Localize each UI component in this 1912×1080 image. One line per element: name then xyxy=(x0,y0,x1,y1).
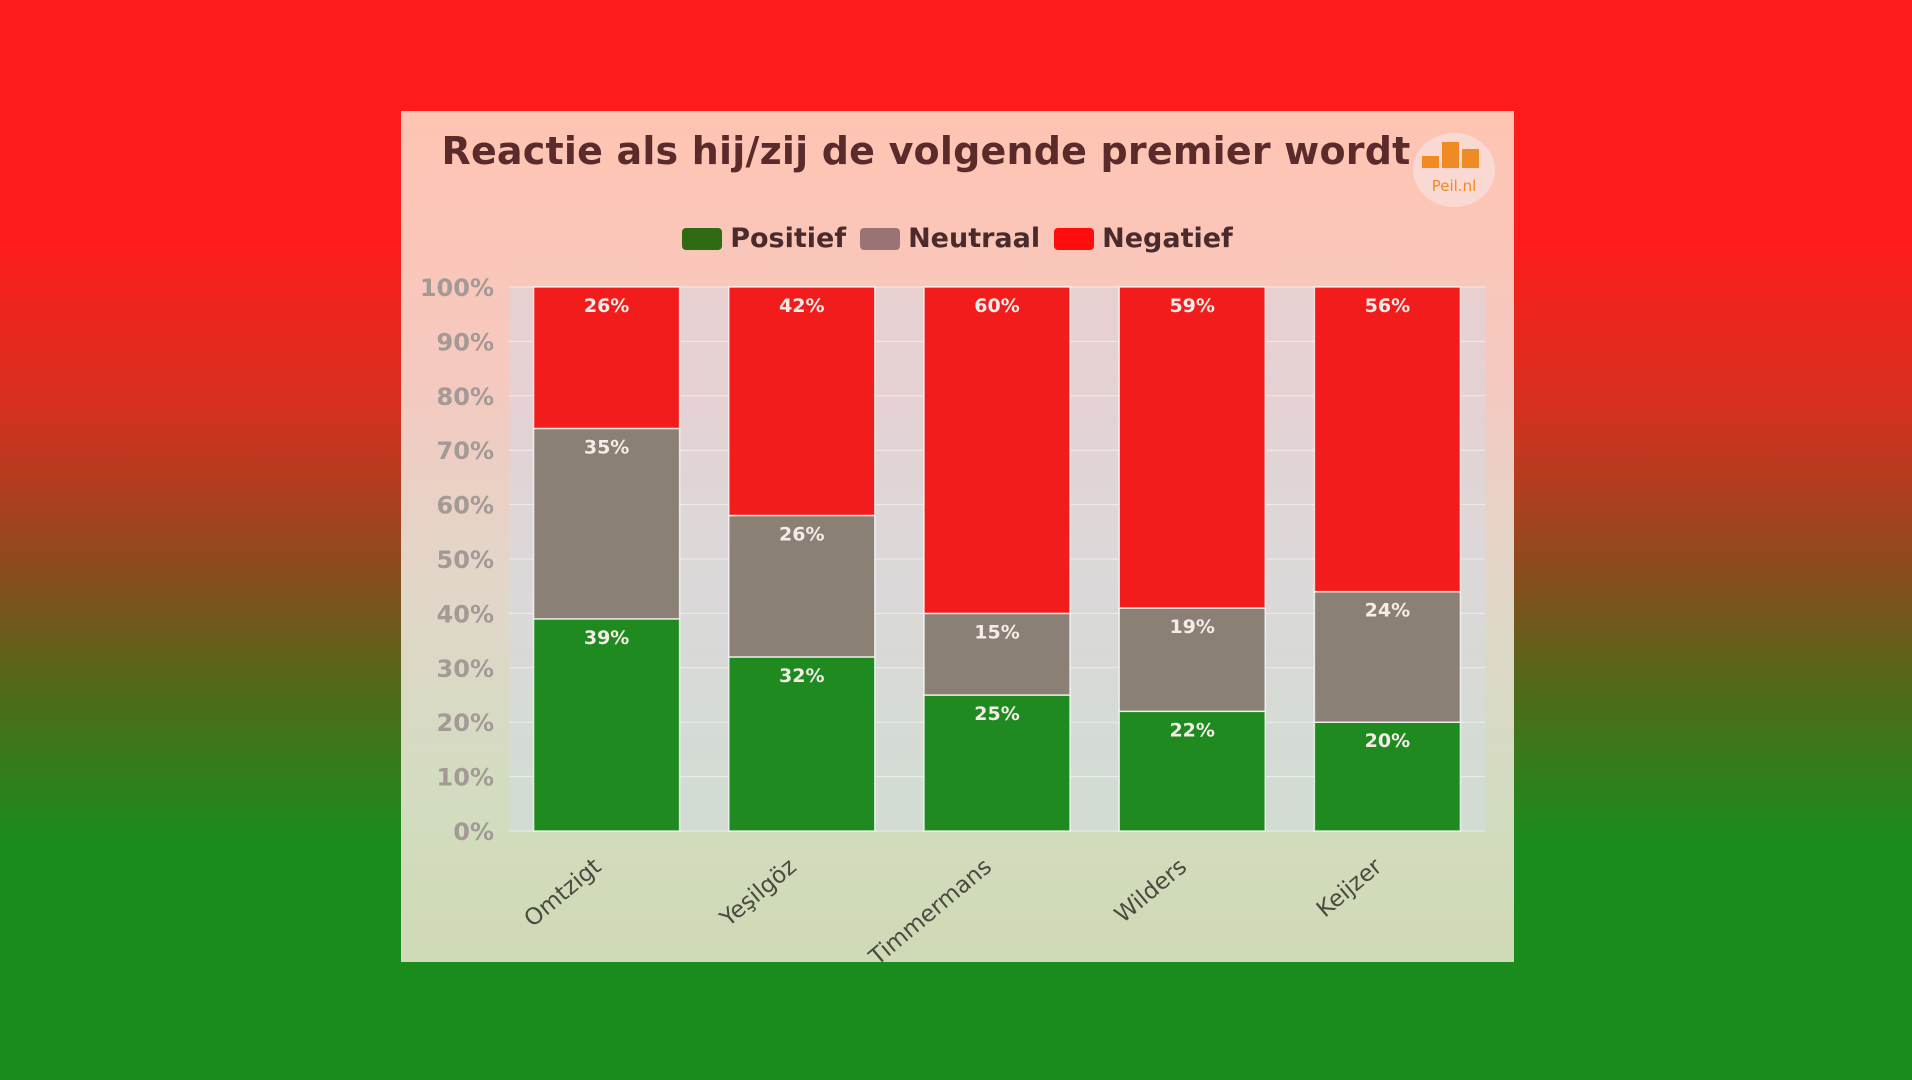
data-label: 39% xyxy=(584,627,629,649)
data-label: 60% xyxy=(974,295,1019,317)
data-label: 22% xyxy=(1169,719,1214,741)
bar-positief xyxy=(728,656,876,832)
data-label: 32% xyxy=(779,665,824,687)
bar-positief xyxy=(923,694,1071,832)
chart-title: Reactie als hij/zij de volgende premier … xyxy=(441,129,1411,173)
bar-positief xyxy=(1313,721,1462,832)
y-tick-label: 80% xyxy=(437,383,494,411)
y-tick-label: 100% xyxy=(420,274,494,302)
data-label: 26% xyxy=(584,295,629,317)
y-tick-label: 20% xyxy=(437,709,494,737)
logo-text: Peil.nl xyxy=(1431,177,1477,195)
data-label: 42% xyxy=(779,295,824,317)
legend-item-neutraal[interactable]: Neutraal xyxy=(860,223,1040,254)
legend-swatch-negatief xyxy=(1054,227,1095,250)
bar-positief xyxy=(1118,710,1266,832)
legend-label-neutraal: Neutraal xyxy=(908,223,1041,254)
bar-negatief xyxy=(923,286,1071,615)
logo-bar-icon xyxy=(1422,156,1439,168)
peil-logo: Peil.nl xyxy=(1413,133,1495,207)
x-tick-label: Wilders xyxy=(1110,854,1192,929)
logo-bar-icon xyxy=(1442,142,1459,168)
data-label: 15% xyxy=(974,621,1019,643)
bar-negatief xyxy=(1313,286,1462,593)
data-label: 20% xyxy=(1365,730,1410,752)
bar-neutraal xyxy=(923,612,1071,696)
data-label: 24% xyxy=(1365,600,1410,622)
y-tick-label: 60% xyxy=(437,492,494,520)
data-label: 56% xyxy=(1365,295,1410,317)
logo-bar-icon xyxy=(1462,149,1479,168)
data-label: 59% xyxy=(1169,295,1214,317)
legend-item-positief[interactable]: Positief xyxy=(682,223,846,254)
y-tick-label: 90% xyxy=(437,328,494,356)
y-tick-label: 50% xyxy=(437,546,494,574)
bar-neutraal xyxy=(1118,607,1266,713)
x-tick-label: Timmermans xyxy=(864,854,997,962)
bar-negatief xyxy=(1118,286,1266,609)
data-label: 25% xyxy=(974,703,1019,725)
data-label: 26% xyxy=(779,523,824,545)
bar-neutraal xyxy=(532,427,681,620)
data-label: 35% xyxy=(584,436,629,458)
y-tick-label: 70% xyxy=(437,437,494,465)
legend-swatch-positief xyxy=(682,227,723,250)
legend-swatch-neutraal xyxy=(860,227,901,250)
y-tick-label: 0% xyxy=(453,818,494,846)
bar-positief xyxy=(532,618,681,832)
x-tick-label: Keijzer xyxy=(1312,853,1388,922)
y-tick-label: 30% xyxy=(437,655,494,683)
y-tick-label: 10% xyxy=(437,764,494,792)
x-tick-label: Omtzigt xyxy=(520,854,607,933)
stacked-bar-chart: 0% 10% 20% 30% 40% 50% 60% 70% 80% 90% 100% 39% 35% 2… xyxy=(420,274,1485,962)
y-tick-label: 40% xyxy=(437,600,494,628)
bar-negatief xyxy=(728,286,876,517)
legend-label-negatief: Negatief xyxy=(1102,223,1233,254)
chart-card: Reactie als hij/zij de volgende premier … xyxy=(401,111,1514,962)
data-label: 19% xyxy=(1169,616,1214,638)
bar-negatief xyxy=(532,286,681,430)
legend-item-negatief[interactable]: Negatief xyxy=(1054,223,1233,254)
legend-label-positief: Positief xyxy=(730,223,847,254)
legend: Positief Neutraal Negatief xyxy=(401,223,1514,254)
x-tick-label: Yeşilgöz xyxy=(715,854,802,933)
bar-neutraal xyxy=(728,514,876,658)
